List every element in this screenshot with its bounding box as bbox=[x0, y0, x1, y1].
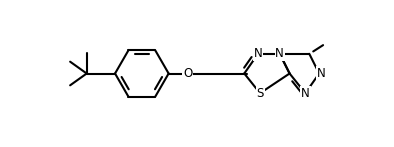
Text: O: O bbox=[183, 67, 192, 80]
Text: N: N bbox=[301, 87, 310, 100]
Text: N: N bbox=[275, 47, 284, 60]
Text: N: N bbox=[254, 47, 262, 60]
Text: S: S bbox=[256, 87, 264, 100]
Text: N: N bbox=[317, 67, 325, 80]
